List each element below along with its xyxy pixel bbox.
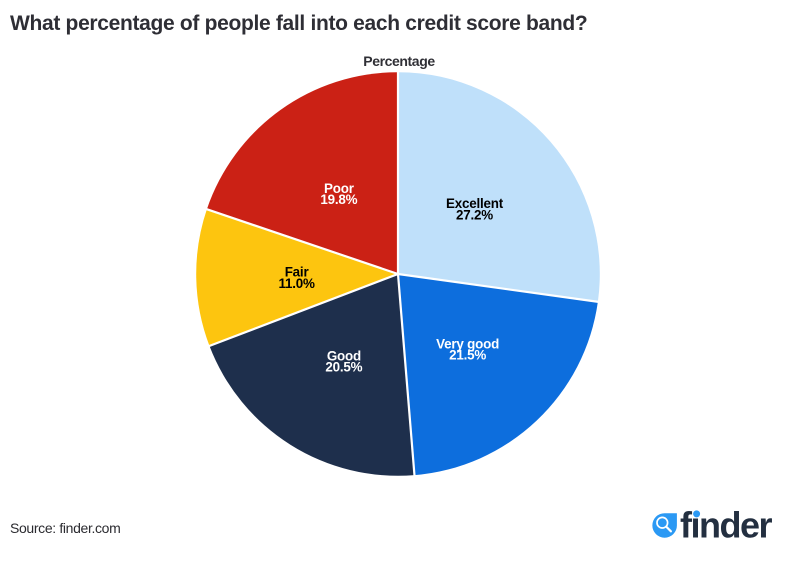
svg-text:20.5%: 20.5% [325,360,362,375]
svg-text:Excellent: Excellent [446,196,504,211]
svg-text:Fair: Fair [285,265,310,280]
svg-text:21.5%: 21.5% [449,348,486,363]
svg-text:Percentage: Percentage [363,53,435,69]
svg-text:fınder: fınder [680,505,772,546]
svg-text:27.2%: 27.2% [456,207,493,222]
svg-text:Very good: Very good [436,336,499,351]
svg-text:19.8%: 19.8% [320,192,357,207]
svg-text:Good: Good [327,348,361,363]
svg-text:Poor: Poor [324,181,355,196]
svg-text:11.0%: 11.0% [278,276,315,291]
